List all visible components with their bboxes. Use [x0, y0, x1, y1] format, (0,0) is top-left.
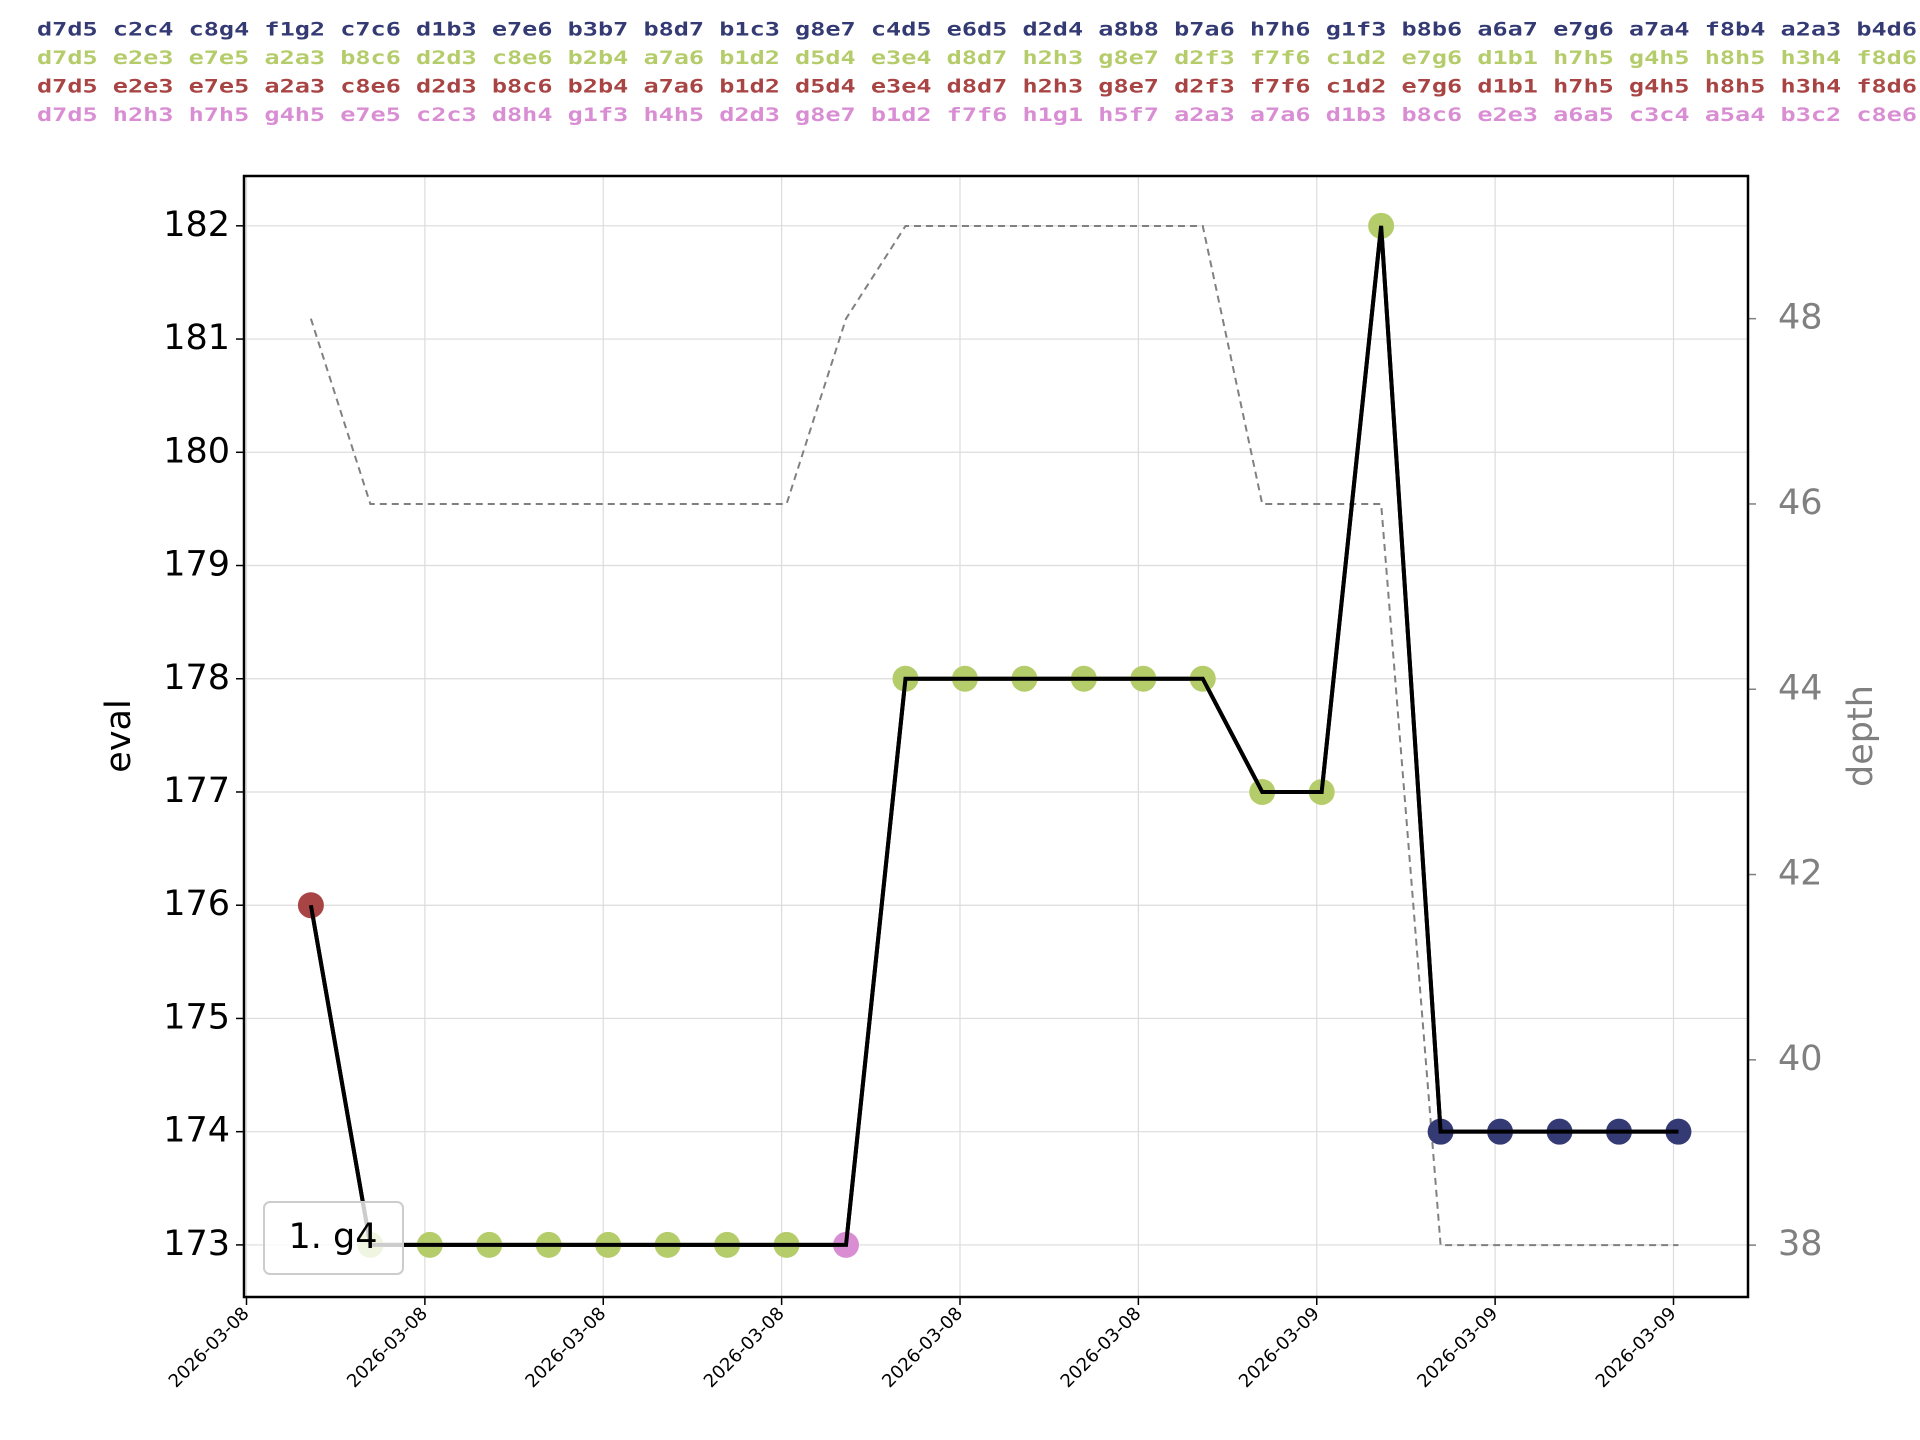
y-tick-label: 180	[163, 431, 230, 471]
y-tick-label: 174	[163, 1111, 230, 1151]
y2-axis-label: depth	[1841, 685, 1881, 787]
plot-frame	[242, 174, 1750, 1299]
y-tick-label: 173	[163, 1224, 230, 1264]
move-line: d7d5 c2c4 c8g4 f1g2 c7c6 d1b3 e7e6 b3b7 …	[37, 19, 1917, 41]
move-line: d7d5 e2e3 e7e5 a2a3 b8c6 d2d3 c8e6 b2b4 …	[37, 47, 1917, 69]
y2-tick-label: 40	[1778, 1039, 1823, 1079]
y-tick-label: 176	[163, 884, 230, 924]
y-tick-label: 177	[163, 771, 230, 811]
y-tick-label: 178	[163, 658, 230, 698]
y-tick-label: 181	[163, 318, 230, 358]
y2-tick-label: 48	[1778, 298, 1823, 338]
legend-text: 1. g4	[288, 1217, 377, 1257]
y2-tick-label: 44	[1778, 668, 1823, 708]
move-line: d7d5 e2e3 e7e5 a2a3 c8e6 d2d3 b8c6 b2b4 …	[37, 76, 1917, 98]
y2-tick-label: 38	[1778, 1224, 1823, 1264]
y2-tick-label: 42	[1778, 854, 1823, 894]
y-tick-label: 175	[163, 997, 230, 1037]
y-tick-label: 182	[163, 205, 230, 245]
eval-line-overlay	[308, 225, 1679, 1247]
move-line: d7d5 h2h3 h7h5 g4h5 e7e5 c2c3 d8h4 g1f3 …	[37, 104, 1917, 126]
y-tick-label: 179	[163, 545, 230, 585]
y-axis-label: eval	[99, 699, 139, 772]
y2-tick-label: 46	[1778, 483, 1823, 523]
legend-box	[263, 1201, 404, 1275]
depth-line	[309, 225, 1679, 1247]
